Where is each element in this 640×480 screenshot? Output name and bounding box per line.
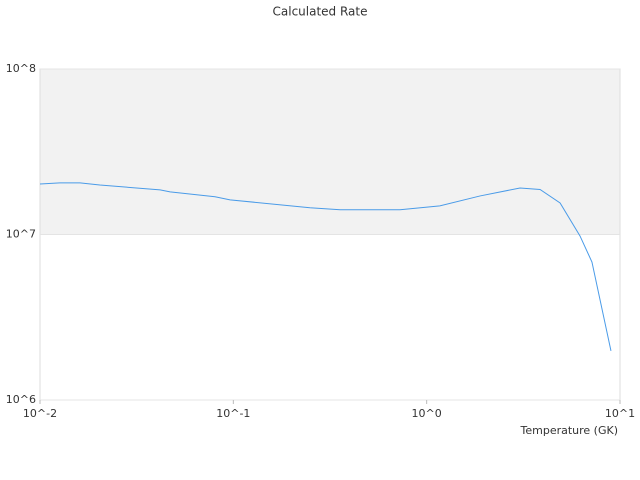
x-tick-label: 10^-2 <box>23 407 57 420</box>
x-tick-label: 10^1 <box>605 407 635 420</box>
x-tick-label: 10^-1 <box>216 407 250 420</box>
data-line <box>39 182 612 352</box>
chart-title: Calculated Rate <box>273 5 368 19</box>
x-axis-label: Temperature (GK) <box>520 424 619 437</box>
y-tick-label: 10^7 <box>6 228 36 241</box>
plot-band <box>40 69 620 235</box>
y-tick-label: 10^6 <box>6 393 36 406</box>
x-tick-label: 10^0 <box>412 407 442 420</box>
y-tick-label: 10^8 <box>6 62 36 75</box>
